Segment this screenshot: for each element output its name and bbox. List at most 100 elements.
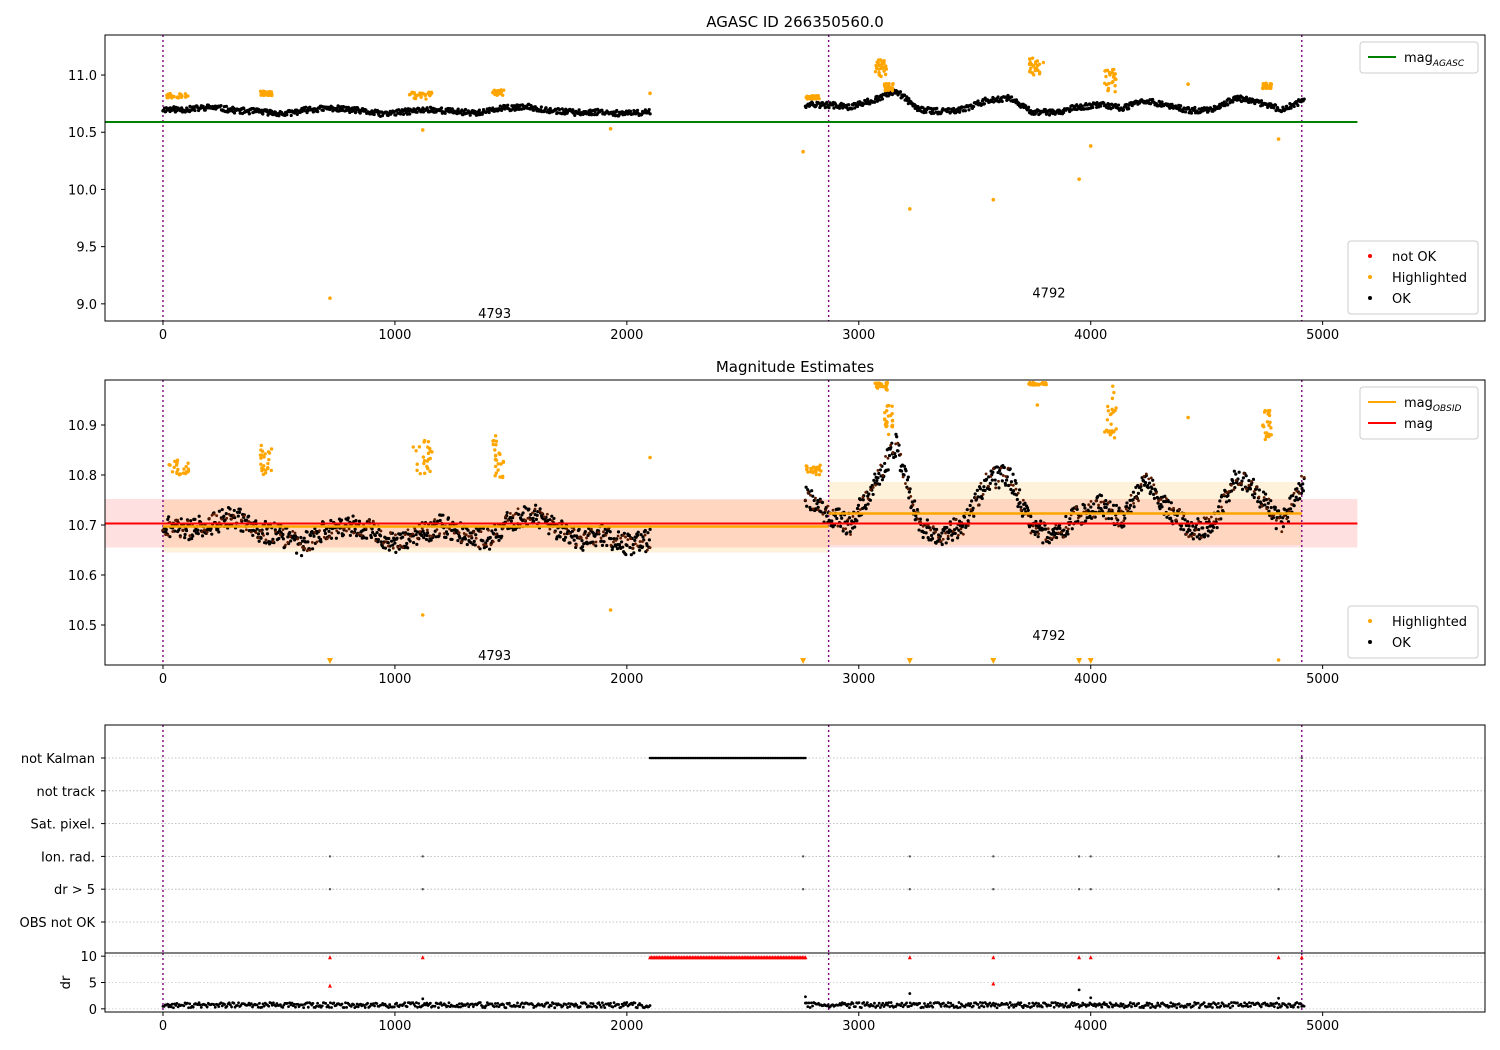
dr-point bbox=[873, 1001, 876, 1005]
ok-point bbox=[452, 531, 456, 535]
ok-point bbox=[545, 512, 549, 516]
dr-point bbox=[287, 1005, 290, 1009]
ok-point bbox=[973, 492, 977, 496]
ok-point bbox=[493, 528, 498, 532]
ok-point bbox=[435, 528, 439, 531]
dr-point bbox=[611, 1005, 615, 1009]
ok-point bbox=[1106, 516, 1111, 521]
ok-point bbox=[190, 537, 194, 541]
ok-point bbox=[1099, 104, 1103, 108]
highlighted-point bbox=[165, 95, 169, 100]
dr-point bbox=[1208, 1005, 1212, 1008]
highlighted-point bbox=[874, 63, 878, 68]
ok-point bbox=[1062, 535, 1066, 539]
highlighted-point bbox=[186, 469, 191, 473]
ok-point bbox=[845, 531, 849, 535]
dr-point bbox=[862, 1001, 866, 1004]
dr-point bbox=[1109, 1002, 1113, 1006]
ok-point bbox=[352, 531, 356, 535]
ok-point bbox=[450, 537, 454, 542]
ok-point bbox=[809, 493, 812, 497]
ok-point bbox=[1026, 105, 1031, 109]
highlighted-point bbox=[259, 462, 263, 466]
ok-point bbox=[831, 508, 835, 512]
highlighted-point bbox=[183, 92, 188, 96]
ok-point bbox=[1160, 100, 1164, 104]
highlighted-point bbox=[1261, 423, 1265, 427]
ok-point bbox=[1184, 523, 1189, 528]
highlighted-point bbox=[883, 422, 888, 427]
ok-point bbox=[425, 531, 430, 535]
dr-point bbox=[600, 1001, 604, 1005]
highlighted-point bbox=[1029, 66, 1033, 70]
ok-point bbox=[1241, 476, 1246, 480]
ok-point bbox=[906, 475, 910, 479]
highlighted-point bbox=[806, 470, 810, 474]
ok-point bbox=[954, 518, 957, 522]
ok-point bbox=[846, 518, 850, 522]
dr-point bbox=[1068, 1005, 1072, 1009]
dr-point bbox=[368, 1005, 372, 1008]
ok-point bbox=[1148, 102, 1153, 106]
dr-point bbox=[388, 1003, 392, 1006]
ok-point bbox=[1253, 492, 1257, 496]
dr-point bbox=[1063, 1004, 1067, 1008]
highlighted-point bbox=[1269, 426, 1273, 430]
highlighted-point bbox=[890, 411, 894, 416]
ok-point bbox=[947, 107, 951, 111]
ok-point bbox=[401, 535, 405, 539]
ok-point bbox=[826, 504, 830, 508]
ok-point bbox=[949, 529, 953, 533]
highlighted-point bbox=[422, 471, 427, 476]
dr-point bbox=[199, 1006, 203, 1009]
dr-point bbox=[1145, 1001, 1149, 1005]
ok-point bbox=[242, 106, 246, 110]
obsid-label: 4793 bbox=[478, 649, 511, 664]
ok-point bbox=[944, 541, 948, 545]
ok-point bbox=[972, 104, 976, 109]
ok-point bbox=[203, 108, 207, 112]
ok-point bbox=[472, 539, 476, 543]
ok-point bbox=[1132, 501, 1135, 505]
ok-point bbox=[498, 104, 502, 108]
highlighted-point bbox=[414, 449, 418, 453]
dr-point bbox=[1177, 1002, 1181, 1006]
highlighted-point bbox=[1106, 404, 1110, 409]
highlighted-point bbox=[1114, 406, 1118, 410]
ok-point bbox=[1293, 498, 1297, 502]
ok-point bbox=[931, 525, 935, 529]
ok-point bbox=[1004, 483, 1008, 487]
flag-point bbox=[1077, 888, 1081, 891]
ok-point bbox=[1111, 503, 1116, 507]
dr-point bbox=[327, 1005, 331, 1009]
dr-point bbox=[552, 1002, 555, 1006]
dr-point bbox=[1247, 1001, 1251, 1005]
ok-point bbox=[1125, 505, 1129, 509]
dr-point bbox=[290, 1001, 294, 1005]
ok-point bbox=[1266, 501, 1270, 505]
ok-point bbox=[237, 510, 242, 514]
ok-point bbox=[1151, 97, 1155, 102]
ok-point bbox=[236, 514, 240, 518]
ok-point bbox=[941, 537, 945, 541]
ok-point bbox=[416, 536, 420, 540]
y-tick-label: 10.9 bbox=[68, 419, 97, 434]
highlighted-point bbox=[1112, 436, 1117, 440]
flag-point bbox=[1077, 855, 1081, 858]
ok-point bbox=[508, 511, 512, 515]
dr-point bbox=[648, 1004, 652, 1007]
dr-point bbox=[971, 1004, 975, 1008]
ok-point bbox=[909, 494, 913, 498]
dr-point bbox=[905, 1001, 908, 1005]
highlighted-point bbox=[887, 403, 891, 408]
dr-point bbox=[931, 1005, 935, 1009]
dr-point bbox=[1246, 1005, 1250, 1009]
dr-point bbox=[887, 1001, 891, 1005]
ok-point bbox=[1151, 478, 1155, 482]
ok-point bbox=[572, 528, 576, 532]
dr-point bbox=[597, 1001, 601, 1005]
highlighted-point bbox=[422, 459, 427, 463]
highlighted-point bbox=[424, 97, 428, 101]
ok-point bbox=[1156, 496, 1160, 501]
